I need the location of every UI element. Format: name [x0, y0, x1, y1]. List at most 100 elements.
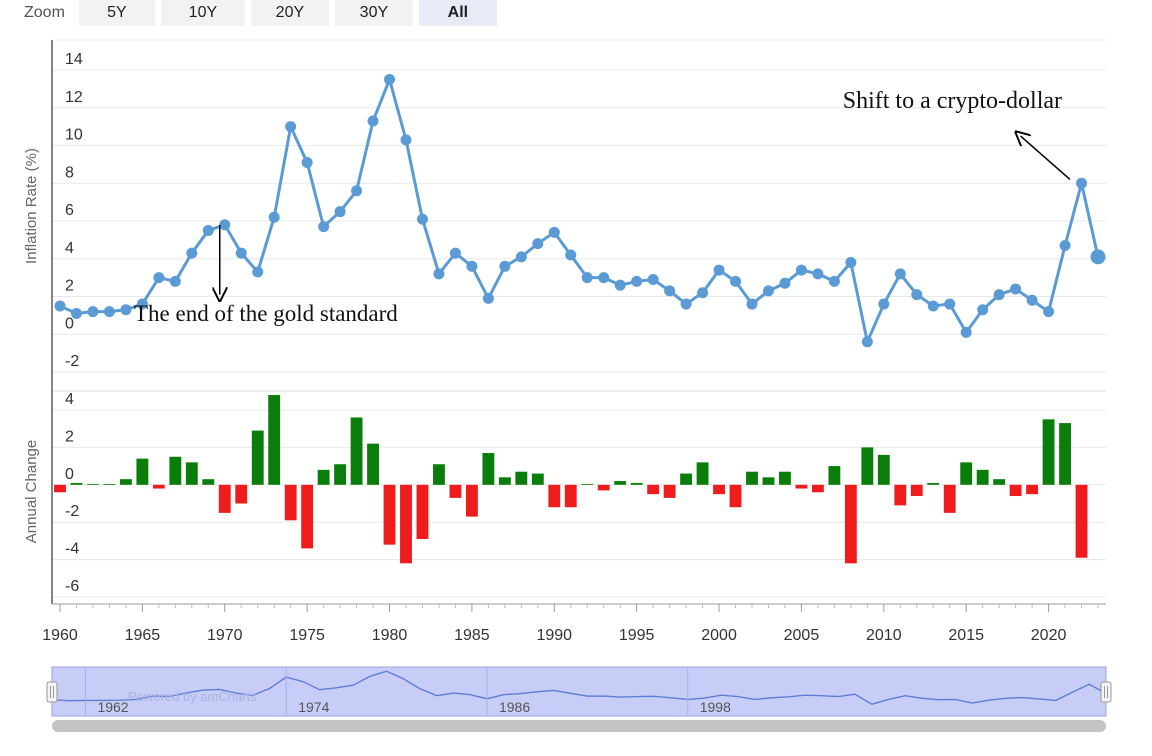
inflation-point[interactable] — [482, 292, 494, 304]
annual-change-bar — [1059, 423, 1071, 485]
annual-change-bar — [762, 477, 775, 485]
inflation-point[interactable] — [54, 300, 66, 312]
inflation-point[interactable] — [548, 226, 560, 238]
annual-change-bar — [136, 458, 149, 485]
navigator-left-handle[interactable] — [46, 681, 58, 703]
annual-change-bar — [433, 464, 445, 485]
inflation-point[interactable] — [384, 73, 396, 85]
inflation-point[interactable] — [614, 279, 626, 291]
inflation-point[interactable] — [631, 275, 643, 287]
inflation-point[interactable] — [565, 249, 577, 261]
inflation-point[interactable] — [202, 224, 214, 236]
zoom-all-button[interactable]: All — [418, 0, 497, 26]
inflation-point[interactable] — [466, 260, 478, 272]
navigator-line — [51, 670, 1107, 705]
x-tick-label: 1985 — [454, 627, 490, 644]
inflation-point[interactable] — [713, 264, 725, 276]
inflation-point[interactable] — [779, 277, 791, 289]
inflation-point[interactable] — [977, 304, 989, 316]
inflation-point[interactable] — [598, 272, 610, 284]
inflation-point[interactable] — [367, 115, 379, 127]
inflation-point[interactable] — [532, 238, 544, 250]
inflation-point[interactable] — [515, 251, 527, 263]
inflation-point[interactable] — [103, 306, 115, 318]
zoom-10y-button[interactable]: 10Y — [160, 0, 245, 26]
inflation-point[interactable] — [186, 247, 198, 259]
inflation-point[interactable] — [647, 274, 659, 286]
inflation-point[interactable] — [861, 336, 873, 348]
inflation-point[interactable] — [1090, 249, 1106, 265]
inflation-point[interactable] — [136, 298, 148, 310]
zoom-5y-button[interactable]: 5Y — [78, 0, 155, 26]
x-tick-label: 2000 — [701, 627, 737, 644]
y-axis-title-annual-change: Annual Change — [23, 440, 40, 543]
inflation-point[interactable] — [235, 247, 247, 259]
x-tick-label: 2005 — [784, 627, 820, 644]
inflation-point[interactable] — [944, 298, 956, 310]
zoom-20y-button[interactable]: 20Y — [250, 0, 329, 26]
inflation-point[interactable] — [318, 221, 330, 233]
inflation-point[interactable] — [334, 206, 346, 218]
navigator-scrollbar[interactable] — [52, 720, 1106, 732]
inflation-point[interactable] — [252, 266, 264, 278]
inflation-point[interactable] — [762, 285, 774, 297]
inflation-point[interactable] — [746, 298, 758, 310]
x-tick-label: 2015 — [948, 627, 984, 644]
inflation-point[interactable] — [268, 211, 280, 223]
annual-change-bar — [383, 484, 396, 545]
inflation-point[interactable] — [400, 134, 412, 146]
inflation-point[interactable] — [730, 275, 742, 287]
x-tick-label: 1960 — [42, 627, 78, 644]
annual-change-bar — [218, 484, 231, 513]
inflation-point[interactable] — [1076, 177, 1088, 189]
x-tick-label: 1975 — [289, 627, 325, 644]
inflation-point[interactable] — [416, 213, 428, 225]
annual-change-bar — [334, 464, 347, 485]
inflation-point[interactable] — [219, 219, 231, 231]
inflation-point[interactable] — [812, 268, 824, 280]
inflation-point[interactable] — [1026, 294, 1038, 306]
inflation-point[interactable] — [449, 247, 461, 259]
inflation-point[interactable] — [911, 289, 923, 301]
inflation-point[interactable] — [894, 268, 906, 280]
inflation-point[interactable] — [433, 268, 445, 280]
inflation-point[interactable] — [664, 285, 676, 297]
inflation-point[interactable] — [120, 304, 132, 316]
inflation-point[interactable] — [1059, 240, 1071, 252]
annual-change-bar — [103, 484, 116, 485]
zoom-30y-button[interactable]: 30Y — [334, 0, 413, 26]
annual-change-bar — [976, 469, 989, 485]
x-tick-label: 1990 — [536, 627, 572, 644]
x-tick-label: 1995 — [619, 627, 655, 644]
annual-change-bar — [400, 484, 412, 564]
annual-change-bar — [317, 469, 330, 485]
annual-change-bar — [630, 482, 643, 485]
inflation-point[interactable] — [169, 275, 181, 287]
inflation-point[interactable] — [1043, 306, 1055, 318]
inflation-point[interactable] — [680, 298, 692, 310]
inflation-point[interactable] — [878, 298, 890, 310]
inflation-point[interactable] — [301, 156, 313, 168]
inflation-point[interactable] — [351, 185, 363, 197]
inflation-point[interactable] — [697, 287, 709, 299]
inflation-point[interactable] — [153, 272, 165, 284]
annual-change-bar — [993, 479, 1006, 485]
navigator-right-handle[interactable] — [1100, 681, 1112, 703]
inflation-point[interactable] — [828, 275, 840, 287]
inflation-point[interactable] — [87, 306, 99, 318]
inflation-point[interactable] — [581, 272, 593, 284]
annual-change-bar — [70, 482, 83, 485]
annual-change-bar — [861, 447, 874, 485]
inflation-point[interactable] — [499, 260, 511, 272]
inflation-point[interactable] — [927, 300, 939, 312]
inflation-point[interactable] — [993, 289, 1005, 301]
inflation-point[interactable] — [1010, 283, 1022, 295]
inflation-point[interactable] — [960, 326, 972, 338]
inflation-point[interactable] — [795, 264, 807, 276]
inflation-point[interactable] — [285, 121, 297, 133]
inflation-point[interactable] — [70, 307, 82, 319]
annual-change-bar — [301, 484, 314, 549]
inflation-point[interactable] — [845, 257, 857, 269]
navigator-watermark: Powered by amCharts — [128, 689, 257, 704]
